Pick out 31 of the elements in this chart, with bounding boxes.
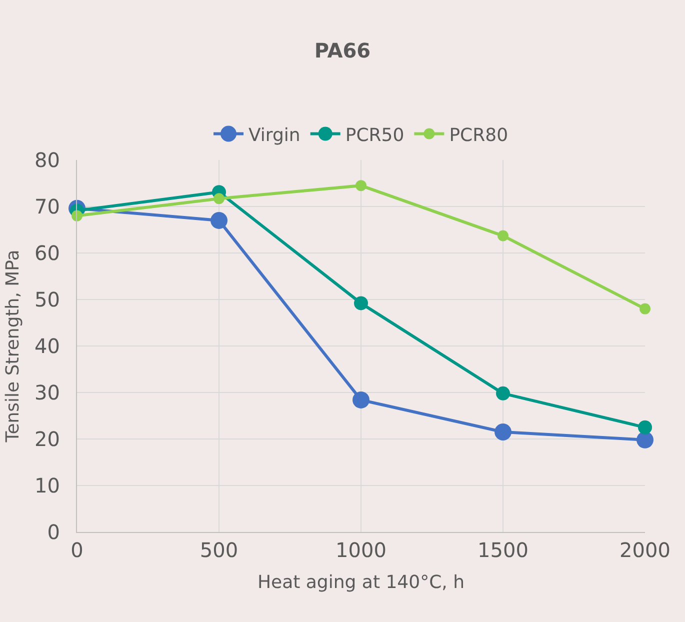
x-tick-label: 1500 [478, 538, 528, 562]
x-tick-label: 1000 [336, 538, 386, 562]
chart-title: PA66 [314, 38, 371, 63]
point [494, 424, 512, 441]
y-axis-title: Tensile Strength, MPa [2, 250, 24, 444]
point [496, 386, 510, 400]
point [352, 391, 370, 408]
legend-label: Virgin [248, 124, 300, 146]
y-tick-label: 40 [34, 334, 60, 358]
y-tick-label: 80 [34, 148, 60, 172]
y-tick-label: 70 [34, 194, 60, 218]
legend-label: PCR50 [345, 124, 404, 146]
point [636, 431, 654, 448]
x-tick-label: 0 [70, 538, 84, 562]
y-tick-label: 10 [34, 474, 60, 498]
y-tick-label: 0 [47, 520, 60, 544]
y-tick-label: 20 [34, 427, 60, 451]
point [354, 296, 368, 310]
point [214, 193, 224, 204]
y-tick-label: 50 [34, 288, 60, 312]
point [638, 420, 652, 434]
x-axis-title: Heat aging at 140°C, h [257, 572, 465, 594]
x-tick-label: 2000 [620, 538, 670, 562]
point [498, 230, 508, 242]
point [356, 180, 366, 192]
x-tick-label: 500 [200, 538, 238, 562]
legend-label: PCR80 [449, 124, 508, 146]
y-tick-label: 30 [34, 380, 60, 404]
point [210, 212, 228, 229]
y-tick-label: 60 [34, 241, 60, 265]
point [640, 303, 650, 314]
